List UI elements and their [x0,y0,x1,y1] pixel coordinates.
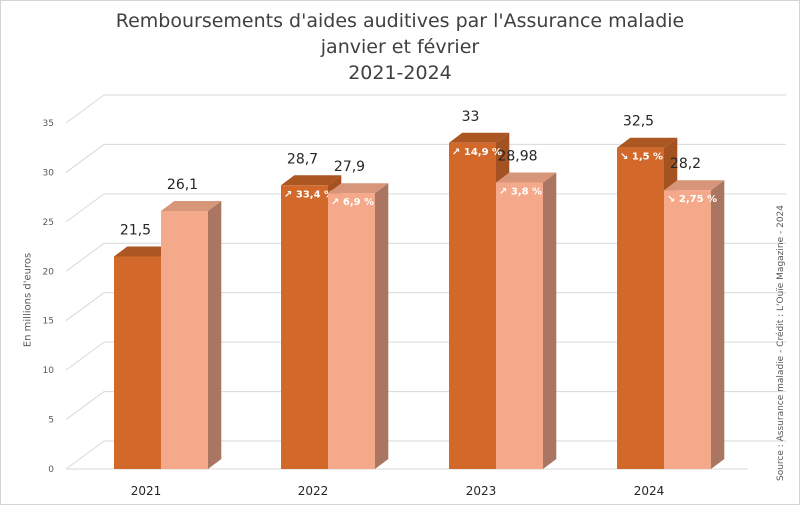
chart-title-line-1: Remboursements d'aides auditives par l'A… [115,10,685,32]
bar [161,210,208,470]
data-label: 26,1 [167,177,198,193]
x-tick-label: 2022 [298,484,329,498]
x-tick-label: 2021 [131,484,162,498]
gridline-side [65,292,105,322]
bar [114,256,161,469]
chart-title-line-2: janvier et février [320,36,480,58]
bar-side [375,183,389,469]
y-tick-label: 15 [43,317,54,327]
bar-top [281,175,342,186]
x-tick-label: 2023 [466,484,497,498]
bar-top [328,183,389,194]
change-label: ↗ 6,9 % [331,197,374,208]
bar-top [496,172,557,183]
bar-top [449,132,510,143]
change-label: ↗ 33,4 % [284,189,334,200]
change-label: ↗ 14,9 % [452,147,502,158]
bar-side [543,172,557,469]
y-tick-label: 25 [43,218,54,228]
gridline-side [65,193,105,223]
gridline-side [65,440,105,470]
bar [281,185,328,469]
data-label: 32,5 [623,114,654,130]
bar-side [208,200,222,470]
bar [449,142,496,469]
gridline-side [65,144,105,173]
change-label: ↘ 2,75 % [667,194,717,205]
bar-top [664,180,725,191]
gridline-side [65,341,105,371]
y-tick-label: 20 [43,267,55,277]
bar [496,182,543,469]
data-label: 28,98 [497,149,537,165]
bar-top [114,246,175,257]
y-axis-label: En millions d'euros [22,252,34,348]
gridline-side [65,391,105,420]
y-tick-label: 30 [43,168,55,178]
data-label: 27,9 [334,159,365,175]
y-tick-label: 35 [43,119,54,129]
data-label: 28,2 [670,156,701,172]
y-tick-label: 5 [48,416,54,426]
change-label: ↗ 3,8 % [499,187,542,198]
gridline-side [65,242,105,272]
bar-side [711,180,725,470]
data-label: 33 [462,109,480,125]
source-credit: Source : Assurance maladie - Crédit : L'… [776,204,786,482]
y-tick-label: 0 [48,465,54,475]
bar [664,190,711,470]
data-label: 21,5 [120,222,151,238]
bar [328,193,375,469]
bar-top [617,137,678,148]
bar-top [161,200,222,211]
change-label: ↘ 1,5 % [620,152,663,163]
chart-title-line-3: 2021-2024 [348,62,452,84]
x-tick-label: 2024 [634,484,665,498]
data-label: 28,7 [287,151,318,167]
y-tick-label: 10 [43,366,55,376]
gridline-side [65,94,105,124]
bar [617,147,664,469]
